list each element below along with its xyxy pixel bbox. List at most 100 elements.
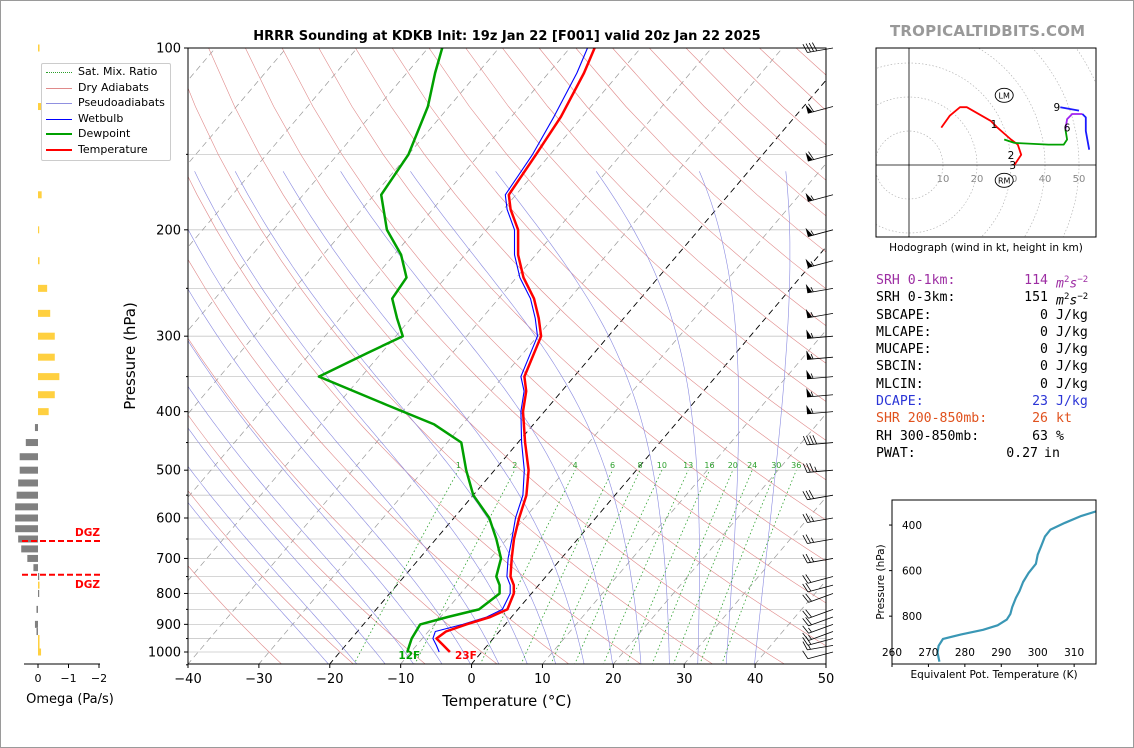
chart-title: HRRR Sounding at KDKB Init: 19z Jan 22 [… (253, 29, 760, 44)
dry-adiabat-line (188, 258, 570, 664)
wind-barb-flag (805, 534, 811, 544)
theta-e-x-tick-label: 290 (991, 647, 1011, 659)
surface-temperature-label: 23F (455, 650, 477, 662)
isotherm-line (188, 48, 429, 331)
wind-barb-flag (805, 617, 812, 626)
wind-barb (802, 534, 834, 544)
wind-barb-flag (805, 574, 812, 583)
wind-barb (802, 463, 834, 473)
index-unit: J/kg (1056, 394, 1088, 410)
isotherm-line (683, 496, 826, 664)
omega-bar (38, 309, 51, 317)
mixing-ratio-label: 20 (728, 461, 738, 470)
theta-e-x-tick-label: 260 (882, 647, 902, 659)
wind-barb-pennant (805, 152, 813, 162)
wind-barb-flag (802, 513, 808, 523)
index-unit: J/kg (1056, 307, 1088, 323)
wind-barb-flag (802, 534, 808, 544)
wind-barb-flag (802, 43, 808, 53)
wind-barb (805, 151, 834, 162)
wind-barb-flag (802, 583, 809, 593)
dry-adiabat-line (188, 337, 498, 664)
omega-bar (18, 535, 38, 543)
theta-e-y-axis-label: Pressure (hPa) (875, 544, 887, 619)
omega-bar (15, 514, 38, 522)
legend-swatch (46, 87, 72, 89)
wind-barb-flag (805, 553, 811, 563)
mixing-ratio-line (626, 470, 710, 664)
mixing-ratio-label: 10 (657, 461, 667, 470)
index-unit: m2s−2 (1056, 275, 1089, 292)
x-tick-label: −10 (387, 672, 414, 687)
dry-adiabat-line (428, 48, 826, 441)
wind-barb-staff (807, 494, 834, 501)
index-unit: m2s−2 (1056, 292, 1089, 309)
x-tick-label: 0 (467, 672, 475, 687)
mixing-ratio-line (574, 470, 663, 664)
mixing-ratio-label: 16 (704, 461, 714, 470)
temperature-line (435, 48, 596, 653)
mixing-ratio-label: 13 (683, 461, 693, 470)
wind-barb-flag (802, 463, 808, 473)
isotherm-line (188, 48, 287, 165)
wind-barb-flag (806, 463, 811, 473)
y-tick-label: 700 (156, 552, 181, 567)
dry-adiabat-line (188, 565, 282, 664)
wind-barb-half-flag (810, 408, 814, 414)
wind-barb (805, 192, 834, 202)
wind-barb (806, 329, 834, 339)
index-unit: J/kg (1056, 359, 1088, 375)
wind-barb-flag (805, 513, 811, 523)
wind-barb-staff (808, 593, 834, 603)
y-tick-label: 500 (156, 464, 181, 479)
omega-bar (38, 284, 48, 292)
wind-barb-pennant (805, 309, 813, 318)
index-unit: J/kg (1056, 376, 1088, 392)
hodograph-caption: Hodograph (wind in kt, height in km) (889, 242, 1083, 254)
wind-barb-staff (807, 558, 834, 564)
omega-x-tick-label: −1 (60, 672, 76, 685)
omega-x-axis-label: Omega (Pa/s) (26, 692, 114, 707)
wind-barb-staff (807, 287, 834, 294)
wind-barb (802, 616, 834, 627)
wind-barb-half-flag (808, 634, 812, 640)
index-label: MLCAPE: (876, 324, 932, 340)
legend-label: Dewpoint (78, 127, 131, 140)
pseudoadiabat-line (410, 171, 642, 664)
wind-barb-half-flag (810, 311, 814, 318)
legend-item-sat-mix-ratio: Sat. Mix. Ratio (42, 64, 170, 80)
index-unit: J/kg (1056, 342, 1088, 358)
index-label: SRH 0-3km: (876, 290, 956, 306)
omega-bar (19, 453, 38, 461)
mixing-ratio-line (550, 470, 641, 664)
index-label: MUCAPE: (876, 342, 932, 358)
wind-barb-staff (807, 651, 834, 660)
index-value: 114 (1024, 273, 1048, 288)
legend-item-pseudoadiabats: Pseudoadiabats (42, 95, 170, 111)
wind-barb-flag (802, 575, 809, 584)
y-tick-label: 300 (156, 330, 181, 345)
wind-barb-flag (808, 42, 815, 52)
omega-bar (18, 479, 38, 487)
storm-motion-marker (994, 87, 1014, 103)
wind-barb-flag (802, 625, 809, 634)
y-tick-label: 1000 (148, 646, 181, 661)
wind-barb-flag (808, 103, 815, 112)
mixing-ratio-label: 30 (771, 461, 781, 470)
theta-e-x-tick-label: 270 (918, 647, 938, 659)
omega-bar (36, 605, 38, 613)
omega-bar (38, 353, 55, 361)
wind-barb-staff (808, 608, 834, 619)
index-value: 0 (1040, 376, 1048, 392)
wind-barb-staff (807, 376, 834, 380)
wind-barb-flag (802, 554, 808, 564)
pseudoadiabat-line (188, 228, 500, 664)
omega-bar (21, 545, 38, 553)
legend-label: Pseudoadiabats (78, 96, 165, 109)
storm-motion-label: LM (999, 91, 1010, 100)
mixing-ratio-line (651, 470, 734, 664)
y-tick-label: 100 (156, 42, 181, 57)
isotherm-line (258, 48, 783, 664)
wind-barb-flag (802, 637, 809, 646)
wind-barb-staff (807, 356, 834, 360)
